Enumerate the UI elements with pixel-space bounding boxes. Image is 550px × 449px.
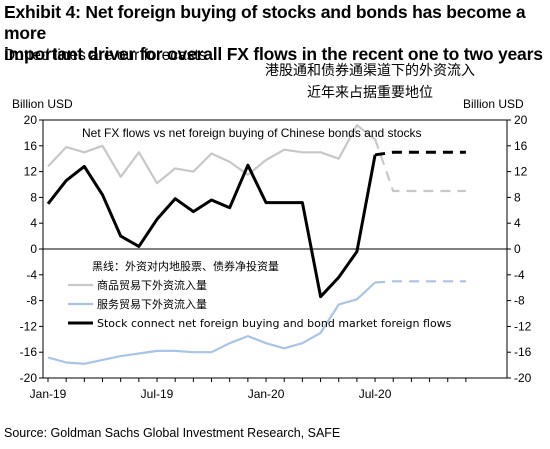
y-tick-label-right: 20 bbox=[514, 113, 528, 127]
y-tick-label-right: 4 bbox=[514, 216, 521, 230]
series-line-0 bbox=[47, 124, 376, 185]
y-tick-label-left: 12 bbox=[24, 165, 38, 179]
y-tick-label-right: -16 bbox=[514, 345, 532, 359]
y-tick-label-right: 0 bbox=[514, 242, 521, 256]
y-tick-label-left: 20 bbox=[24, 113, 38, 127]
series-line-2 bbox=[46, 154, 377, 299]
x-tick-label: Jul-20 bbox=[359, 387, 392, 401]
y-tick-label-left: -12 bbox=[20, 319, 38, 333]
y-tick-label-left: 16 bbox=[24, 139, 38, 153]
x-ticks: Jan-19 Jul-19 Jan-20 Jul-20 bbox=[30, 378, 467, 401]
chinese-title-line-2: 近年来占据重要地位 bbox=[307, 85, 433, 101]
y-tick-label-left: 4 bbox=[30, 216, 37, 230]
y-tick-label-right: 16 bbox=[514, 139, 528, 153]
chinese-title: 港股通和债券通渠道下的外资流入 近年来占据重要地位 bbox=[210, 60, 530, 104]
y-tick-label-right: 12 bbox=[514, 165, 528, 179]
black-line-annotation: 黑线：外资对内地股票、债券净投资量 bbox=[92, 259, 279, 273]
legend-label-1: 服务贸易下外资流入量 bbox=[97, 297, 207, 311]
source-note: Source: Goldman Sachs Global Investment … bbox=[4, 426, 341, 440]
legend-label-0: 商品贸易下外资流入量 bbox=[97, 278, 207, 292]
y-tick-label-left: 0 bbox=[30, 242, 37, 256]
x-tick-label: Jul-19 bbox=[141, 387, 174, 401]
y-ticks-left: -20 -16 -12 -8 -4 0 4 8 12 16 20 bbox=[20, 113, 43, 385]
y-axis-right-title: Billion USD bbox=[463, 97, 524, 111]
y-tick-label-right: -8 bbox=[514, 294, 525, 308]
chinese-title-line-1: 港股通和债券通渠道下的外资流入 bbox=[265, 63, 475, 79]
y-tick-label-left: -20 bbox=[20, 371, 38, 385]
series-line-1 bbox=[47, 281, 376, 365]
x-tick-label: Jan-19 bbox=[30, 387, 67, 401]
y-tick-label-left: 8 bbox=[30, 190, 37, 204]
y-tick-label-left: -4 bbox=[26, 268, 37, 282]
y-tick-label-left: -8 bbox=[26, 294, 37, 308]
y-tick-label-right: -4 bbox=[514, 268, 525, 282]
series-forecast-2 bbox=[374, 150, 466, 157]
exhibit-title: Exhibit 4: Net foreign buying of stocks … bbox=[4, 2, 548, 65]
title-line-2: important driver for overall FX flows in… bbox=[4, 44, 543, 64]
y-tick-label-right: -12 bbox=[514, 319, 532, 333]
exhibit-subtitle: Dotted lines are our forecasts bbox=[4, 47, 207, 64]
series-forecast-1 bbox=[375, 280, 466, 284]
x-tick-label: Jan-20 bbox=[248, 387, 285, 401]
series-forecast-0 bbox=[374, 138, 466, 193]
y-ticks-right: -20 -16 -12 -8 -4 0 4 8 12 16 20 bbox=[507, 113, 532, 385]
y-axis-left-title: Billion USD bbox=[12, 97, 73, 111]
inner-chart-title: Net FX flows vs net foreign buying of Ch… bbox=[82, 126, 422, 140]
series-layer bbox=[46, 124, 466, 365]
title-line-1: Exhibit 4: Net foreign buying of stocks … bbox=[4, 2, 526, 43]
legend-label-2: Stock connect net foreign buying and bon… bbox=[97, 317, 452, 330]
y-tick-label-right: 8 bbox=[514, 190, 521, 204]
y-tick-label-right: -20 bbox=[514, 371, 532, 385]
y-tick-label-left: -16 bbox=[20, 345, 38, 359]
